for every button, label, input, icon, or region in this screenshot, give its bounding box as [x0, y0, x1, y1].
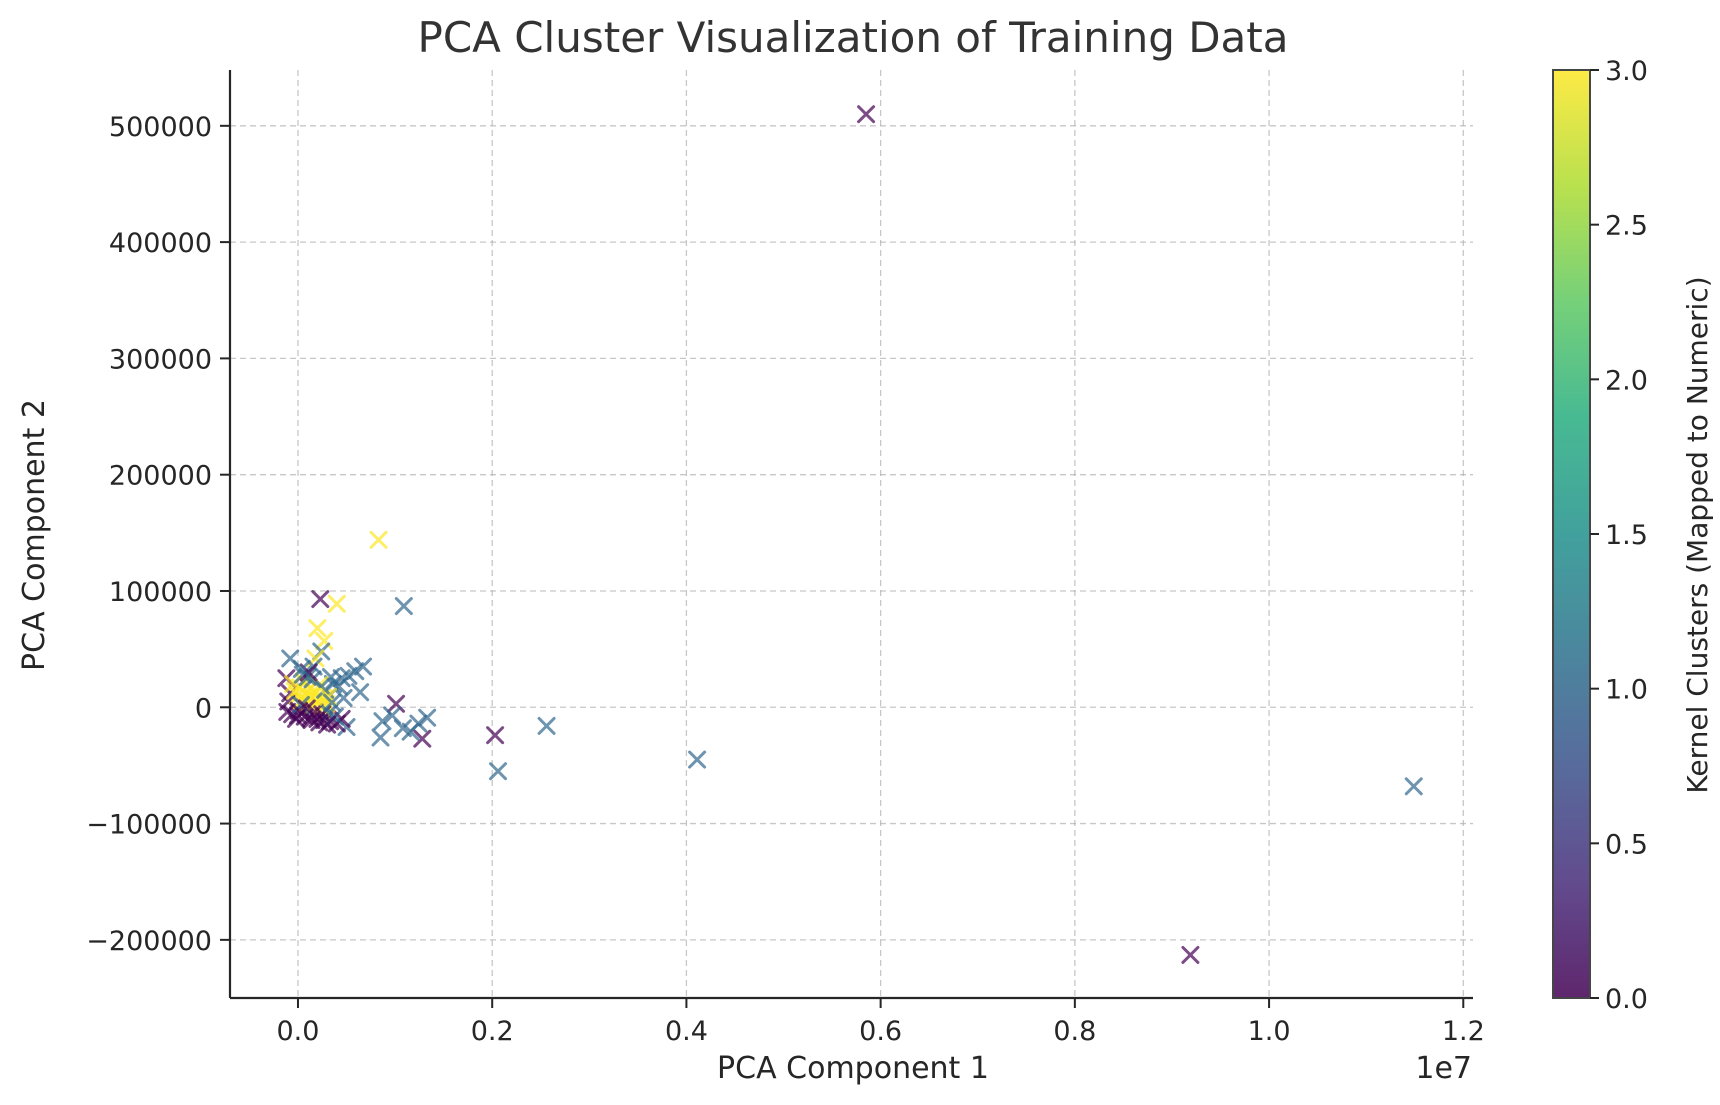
scatter-point — [413, 729, 432, 748]
y-tick-label: 300000 — [109, 344, 212, 375]
scatter-point — [302, 711, 321, 730]
scatter-point — [322, 693, 341, 712]
scatter-point — [401, 722, 420, 741]
scatter-point — [311, 590, 330, 609]
colorbar-label: Kernel Clusters (Mapped to Numeric) — [1681, 276, 1714, 793]
x-tick-label: 1.0 — [1248, 1016, 1291, 1047]
colorbar: 0.0 0.5 1.0 1.5 2.0 2.5 3.0 — [1552, 56, 1648, 1015]
scatter-point — [327, 594, 346, 613]
colorbar-tick-label: 1.0 — [1605, 675, 1648, 706]
x-tick-label: 0.6 — [859, 1016, 902, 1047]
x-tick-label: 1.2 — [1442, 1016, 1485, 1047]
scatter-point — [315, 631, 334, 650]
y-tick-label: −100000 — [86, 810, 212, 841]
x-axis-offset-text: 1e7 — [1415, 1051, 1472, 1086]
axes — [220, 70, 1473, 1008]
x-tick-label: 0.0 — [277, 1016, 320, 1047]
y-tick-label: 0 — [195, 693, 212, 724]
scatter-point — [489, 762, 508, 781]
scatter-point — [1181, 945, 1200, 964]
colorbar-tick-label: 1.5 — [1605, 520, 1648, 551]
scatter-point — [308, 619, 327, 638]
y-tick-label: −200000 — [86, 926, 212, 957]
scatter-point — [418, 708, 437, 727]
y-tick-label: 100000 — [109, 577, 212, 608]
grid — [230, 70, 1473, 998]
scatter-point — [292, 659, 311, 678]
colorbar-gradient — [1552, 69, 1591, 999]
scatter-point — [298, 668, 317, 687]
scatter-point — [394, 597, 413, 616]
scatter-point — [369, 530, 388, 549]
scatter-point — [486, 726, 505, 745]
scatter-point — [373, 712, 392, 731]
chart-title: PCA Cluster Visualization of Training Da… — [418, 13, 1289, 62]
x-axis-label: PCA Component 1 — [717, 1051, 989, 1086]
colorbar-tick-label: 2.0 — [1605, 365, 1648, 396]
x-tick-label: 0.4 — [665, 1016, 708, 1047]
scatter-point — [334, 688, 353, 707]
y-tick-label: 200000 — [109, 461, 212, 492]
tick-labels: 0.0 0.2 0.4 0.6 0.8 1.0 1.2 −200000 −100000 0 1000… — [86, 112, 1484, 1047]
y-tick-label: 400000 — [109, 228, 212, 259]
scatter-point — [371, 728, 390, 747]
scatter-point — [351, 683, 370, 702]
x-tick-label: 0.2 — [471, 1016, 514, 1047]
colorbar-tick-label: 0.5 — [1605, 829, 1648, 860]
x-tick-label: 0.8 — [1053, 1016, 1096, 1047]
scatter-point — [688, 750, 707, 769]
scatter-point — [387, 694, 406, 713]
scatter-point — [537, 716, 556, 735]
y-tick-label: 500000 — [109, 112, 212, 143]
y-axis-label: PCA Component 2 — [17, 399, 52, 671]
colorbar-tick-label: 3.0 — [1605, 56, 1648, 87]
scatter-point — [354, 657, 373, 676]
scatter-point — [857, 105, 876, 124]
scatter-point — [1404, 777, 1423, 796]
scatter-point — [287, 709, 306, 728]
colorbar-tick-label: 0.0 — [1605, 984, 1648, 1015]
scatter-points — [277, 105, 1423, 964]
colorbar-tick-label: 2.5 — [1605, 211, 1648, 242]
